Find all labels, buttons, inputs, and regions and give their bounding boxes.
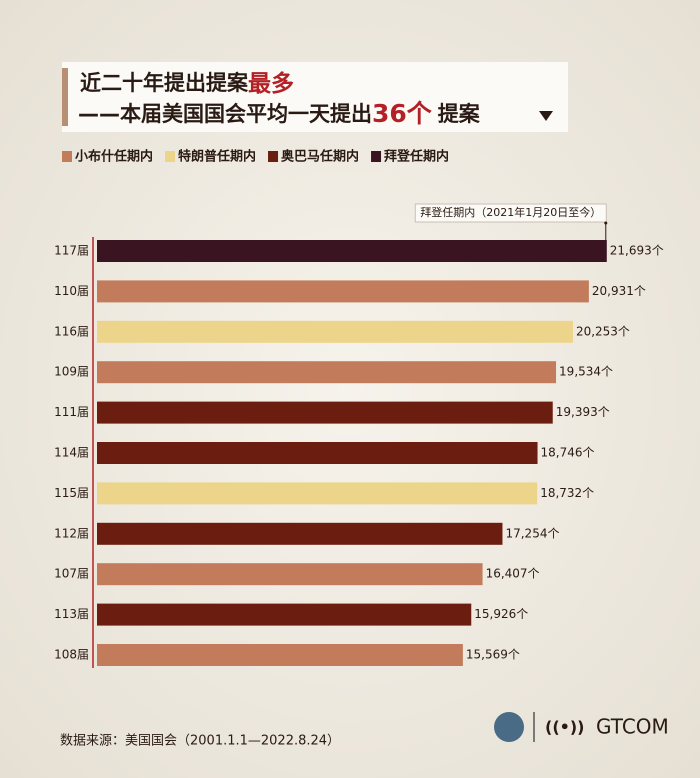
legend-label: 特朗普任期内 — [178, 149, 256, 165]
legend-swatch — [371, 151, 382, 162]
annotation-box — [414, 203, 607, 223]
legend-swatch — [268, 151, 279, 162]
title-part: 近二十年提出提案 — [80, 71, 249, 95]
bar — [97, 280, 589, 303]
legend-swatch — [165, 151, 176, 162]
bar — [97, 240, 607, 262]
annotation-dot — [604, 221, 608, 225]
source: 数据来源：美国国会（2001.1.1—2022.8.24） — [60, 734, 340, 749]
value-label: 21,693个 — [610, 244, 664, 258]
legend-swatch — [62, 151, 72, 162]
value-label: 19,534个 — [559, 365, 613, 379]
bar — [97, 442, 538, 464]
value-label: 20,931个 — [592, 284, 646, 298]
bar — [97, 401, 553, 424]
y-tick-label: 113届 — [54, 607, 89, 621]
y-tick-label: 107届 — [54, 567, 89, 581]
title-bar — [62, 68, 68, 126]
bar — [97, 482, 538, 505]
y-tick-label: 110届 — [54, 284, 89, 298]
bar — [97, 320, 573, 343]
value-label: 18,746个 — [541, 446, 595, 460]
value-label: 15,926个 — [474, 607, 528, 621]
logo-text: GTCOM — [596, 715, 669, 739]
value-label: 19,393个 — [556, 405, 610, 419]
y-tick-label: 116届 — [54, 324, 89, 338]
y-tick-label: 109届 — [54, 365, 89, 379]
value-label: 15,569个 — [466, 648, 520, 662]
logo-icon — [494, 712, 524, 742]
legend-label: 奥巴马任期内 — [281, 149, 359, 165]
value-label: 20,253个 — [576, 324, 630, 338]
y-tick-label: 111届 — [54, 405, 89, 419]
y-tick-label: 108届 — [54, 648, 89, 662]
chart-subtitle: ——本届美国国会平均一天提出36个 提案 — [78, 99, 481, 128]
legend-label: 拜登任期内 — [384, 149, 449, 165]
y-tick-label: 114届 — [54, 446, 89, 460]
subtitle-part: 提案 — [438, 102, 481, 126]
title-box — [62, 62, 568, 132]
legend-label: 小布什任期内 — [75, 149, 153, 165]
y-tick-label: 112届 — [54, 526, 89, 540]
bar — [97, 522, 503, 545]
bar — [97, 644, 463, 666]
value-label: 16,407个 — [486, 567, 540, 581]
y-tick-label: 115届 — [54, 486, 89, 500]
value-label: 17,254个 — [505, 526, 559, 540]
triangle-icon — [539, 111, 553, 121]
logo: ((•)) GTCOM — [494, 712, 669, 742]
y-tick-label: 117届 — [54, 244, 89, 258]
subtitle-highlight: 36个 — [372, 99, 433, 128]
value-label: 18,732个 — [540, 486, 594, 500]
bar — [97, 603, 472, 626]
bar — [97, 563, 483, 586]
bar — [97, 361, 557, 384]
title-highlight: 最多 — [248, 70, 294, 97]
chart-title: 近二十年提出提案最多 — [80, 70, 294, 97]
logo-mark: ((•)) — [545, 718, 584, 737]
subtitle-part: ——本届美国国会平均一天提出 — [78, 102, 372, 126]
annotation: 拜登任期内（2021年1月20日至今） — [420, 205, 601, 219]
